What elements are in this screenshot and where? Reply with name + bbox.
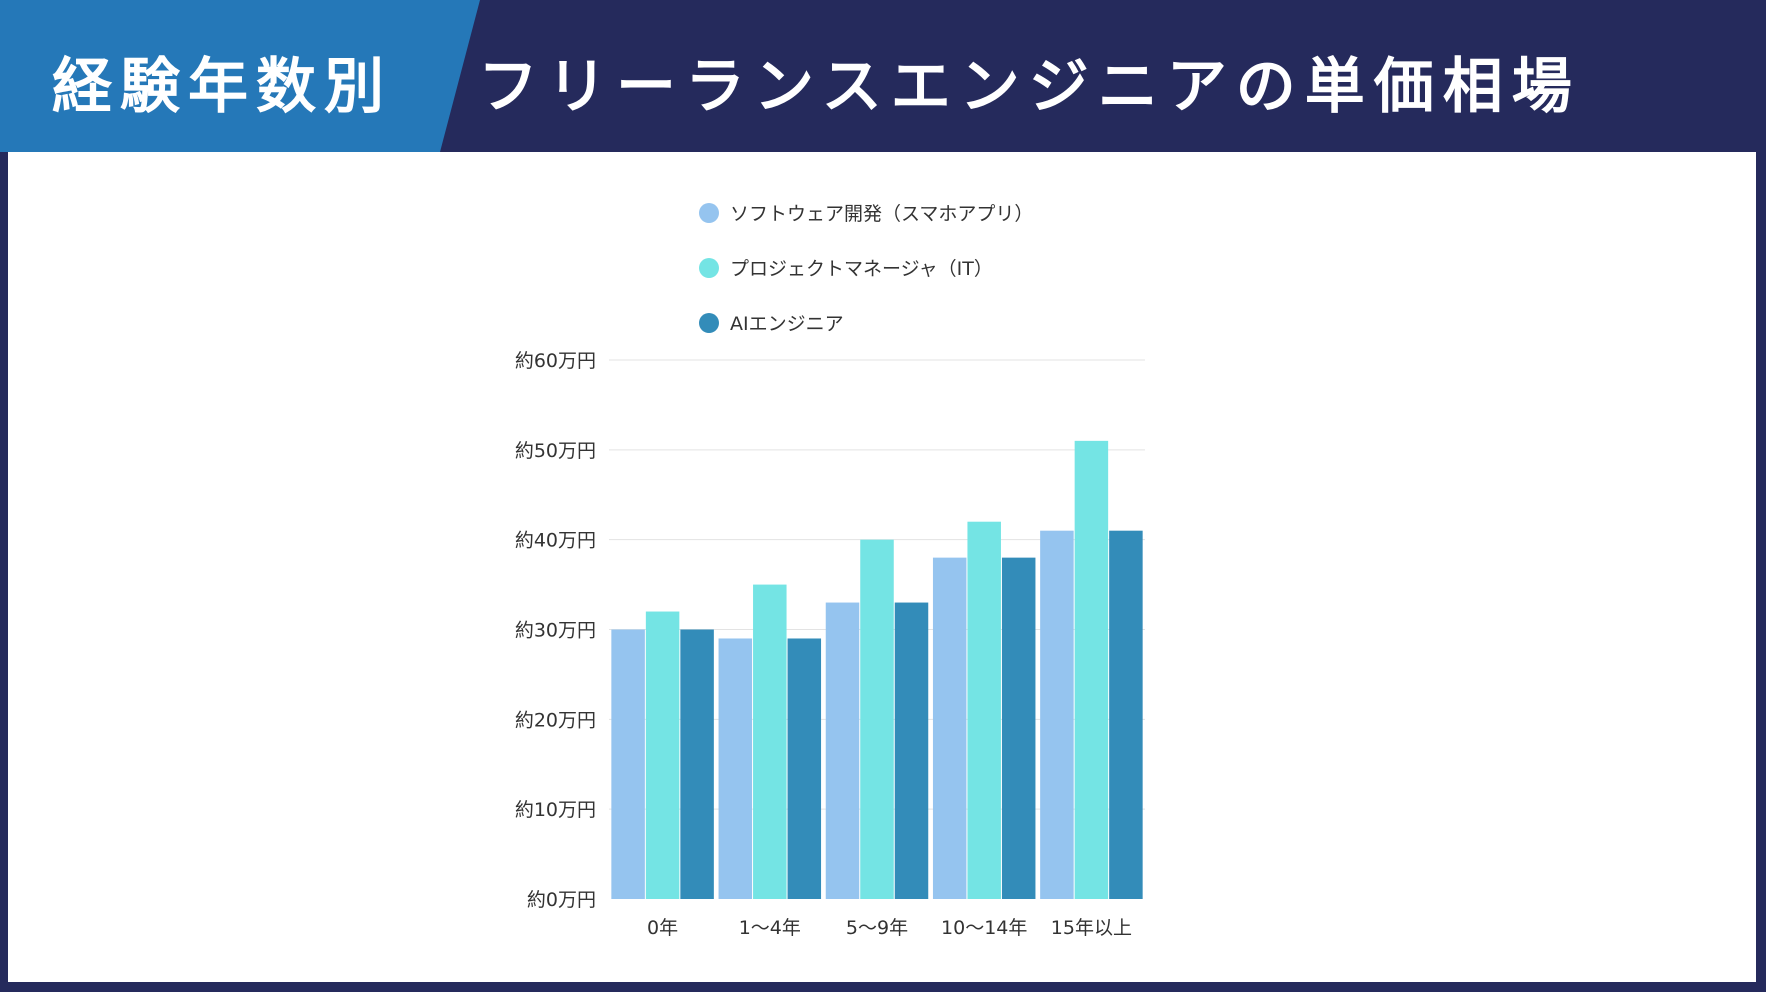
y-tick-label: 約50万円 bbox=[515, 440, 596, 462]
bars bbox=[611, 440, 1143, 899]
x-tick-label: 10〜14年 bbox=[941, 917, 1027, 939]
chart-panel: 約0万円 約10万円 約20万円 約30万円 約40万円 約50万円 約60万円 0年 1〜4… bbox=[8, 152, 1756, 982]
bar bbox=[787, 638, 822, 899]
y-tick-label: 約10万円 bbox=[515, 799, 596, 821]
x-tick-label: 15年以上 bbox=[1051, 917, 1132, 939]
header-bar: 経験年数別 フリーランスエンジニアの単価相場 bbox=[0, 0, 1766, 152]
y-tick-label: 約40万円 bbox=[515, 530, 596, 552]
bar bbox=[1040, 530, 1074, 899]
category-label: 経験年数別 bbox=[52, 52, 392, 122]
bar bbox=[1109, 530, 1143, 899]
bar bbox=[680, 629, 714, 899]
x-tick-label: 1〜4年 bbox=[739, 917, 801, 939]
y-tick-label: 約30万円 bbox=[515, 620, 596, 642]
x-axis-ticks: 0年 1〜4年 5〜9年 10〜14年 15年以上 bbox=[647, 917, 1132, 939]
bar bbox=[611, 629, 645, 899]
bar bbox=[967, 521, 1001, 899]
y-tick-label: 約20万円 bbox=[515, 709, 596, 731]
bar bbox=[1074, 440, 1109, 899]
x-tick-label: 0年 bbox=[647, 917, 678, 939]
legend-swatch bbox=[699, 258, 719, 278]
bar bbox=[753, 584, 787, 899]
page-title: フリーランスエンジニアの単価相場 bbox=[478, 52, 1581, 122]
bar bbox=[860, 539, 894, 899]
legend-label: プロジェクトマネージャ（IT） bbox=[730, 258, 993, 280]
legend-swatch bbox=[699, 203, 719, 223]
legend-swatch bbox=[699, 313, 719, 333]
legend-label: AIエンジニア bbox=[730, 313, 844, 335]
legend-label: ソフトウェア開発（スマホアプリ） bbox=[730, 203, 1033, 225]
bar bbox=[932, 557, 967, 899]
y-tick-label: 約0万円 bbox=[527, 889, 596, 911]
bar bbox=[1001, 557, 1036, 899]
bar bbox=[718, 638, 753, 899]
y-axis-ticks: 約0万円 約10万円 約20万円 約30万円 約40万円 約50万円 約60万円 bbox=[515, 350, 596, 911]
bar bbox=[894, 602, 929, 899]
legend: ソフトウェア開発（スマホアプリ） プロジェクトマネージャ（IT） AIエンジニア bbox=[699, 203, 1033, 335]
bar bbox=[825, 602, 860, 899]
bar bbox=[645, 611, 680, 899]
category-tab bbox=[0, 0, 480, 152]
bar-chart: 約0万円 約10万円 約20万円 約30万円 約40万円 約50万円 約60万円 0年 1〜4… bbox=[515, 203, 1145, 939]
x-tick-label: 5〜9年 bbox=[846, 917, 908, 939]
y-tick-label: 約60万円 bbox=[515, 350, 596, 372]
